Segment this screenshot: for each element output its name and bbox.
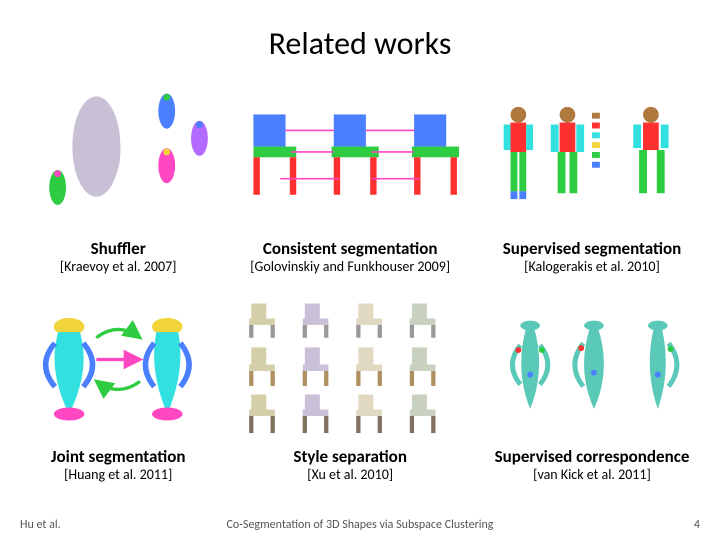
footer-page-number: 4: [694, 518, 700, 532]
label-supervised-corr: Supervised correspondence: [495, 447, 690, 467]
label-supervised-seg: Supervised segmentation: [503, 239, 681, 259]
label-joint: Joint segmentation: [51, 447, 186, 467]
figure-supervised-corr: [484, 283, 700, 447]
cell-style: {} Style se: [232, 283, 468, 483]
cite-supervised-corr: [van Kick et al. 2011]: [495, 467, 690, 483]
cite-supervised-seg: [Kalogerakis et al. 2010]: [503, 259, 681, 275]
cite-style: [Xu et al. 2010]: [293, 467, 407, 483]
works-grid: Shuffler [Kraevoy et al. 2007]: [0, 63, 720, 483]
cell-supervised-corr: Supervised correspondence [van Kick et a…: [484, 283, 700, 483]
footer-title: Co-Segmentation of 3D Shapes via Subspac…: [227, 518, 494, 532]
label-shuffler: Shuffler: [60, 239, 177, 259]
figure-shuffler: [20, 75, 216, 239]
figure-joint: [20, 283, 216, 447]
footer-author: Hu et al.: [20, 518, 61, 532]
cite-consistent: [Golovinskiy and Funkhouser 2009]: [250, 259, 450, 275]
label-style: Style separation: [293, 447, 407, 467]
figure-supervised-seg: [484, 75, 700, 239]
cell-joint: Joint segmentation [Huang et al. 2011]: [20, 283, 216, 483]
cite-joint: [Huang et al. 2011]: [51, 467, 186, 483]
footer: Hu et al. Co-Segmentation of 3D Shapes v…: [0, 518, 720, 532]
slide-title: Related works: [0, 0, 720, 63]
label-consistent: Consistent segmentation: [250, 239, 450, 259]
figure-style: {}: [232, 283, 468, 447]
figure-consistent: [232, 75, 468, 239]
cell-supervised-seg: Supervised segmentation [Kalogerakis et …: [484, 75, 700, 275]
cell-consistent: Consistent segmentation [Golovinskiy and…: [232, 75, 468, 275]
cell-shuffler: Shuffler [Kraevoy et al. 2007]: [20, 75, 216, 275]
cite-shuffler: [Kraevoy et al. 2007]: [60, 259, 177, 275]
